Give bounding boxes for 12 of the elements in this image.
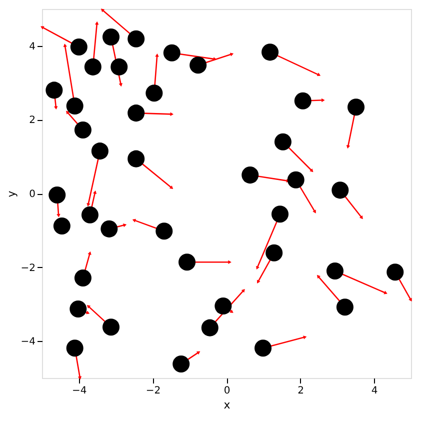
x-tick-label: 4 <box>371 386 378 396</box>
y-axis-title: y <box>4 190 18 198</box>
x-tick-label: −4 <box>72 386 87 396</box>
y-tick-label: 0 <box>29 189 36 200</box>
x-tick-label: −2 <box>146 386 161 396</box>
y-tick-label: −4 <box>20 336 36 348</box>
y-tick-label: 4 <box>29 41 36 52</box>
y-tick-label: −2 <box>20 262 36 274</box>
y-tick-label: 2 <box>29 115 36 126</box>
x-axis-title: x <box>224 398 231 412</box>
x-tick-label: 0 <box>224 386 230 396</box>
x-tick-label: 2 <box>298 386 304 396</box>
